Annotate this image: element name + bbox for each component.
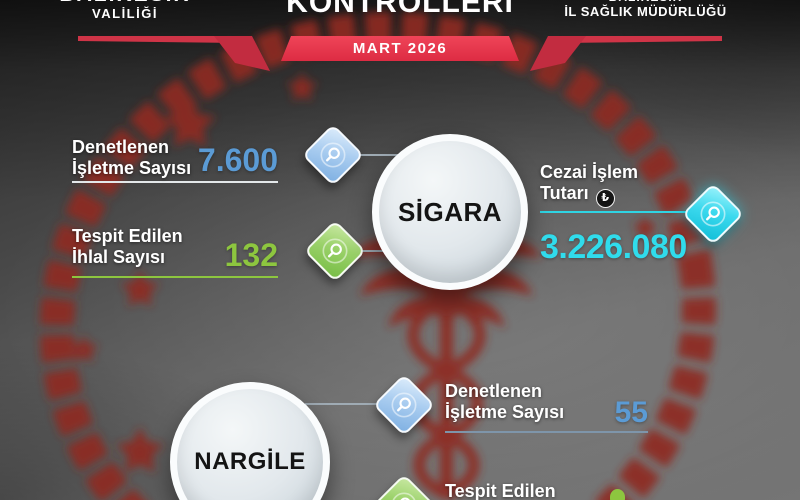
- header-left: BALIKESİR VALİLİĞİ: [40, 0, 210, 21]
- header-right: BALIKESİR İL SAĞLIK MÜDÜRLÜĞÜ: [558, 0, 733, 19]
- nargile-inspected-underline: [445, 431, 648, 433]
- sigara-violations-label: Tespit Edilen İhlal Sayısı: [72, 226, 183, 267]
- search-icon: [301, 123, 365, 187]
- search-icon: [681, 182, 745, 246]
- sigara-penalty-value: 3.226.080: [540, 228, 687, 266]
- search-icon: [372, 473, 436, 500]
- nargile-inspected-label: Denetlenen İşletme Sayısı: [445, 381, 565, 422]
- sigara-violations-underline: [72, 276, 278, 278]
- nargile-title: NARGİLE: [194, 448, 306, 475]
- sigara-inspected-value: 7.600: [197, 142, 278, 178]
- sigara-circle: SİGARA: [372, 134, 528, 290]
- page-title: KONTROLLERİ: [286, 0, 514, 19]
- nargile-circle: NARGİLE: [170, 382, 330, 500]
- sigara-title: SİGARA: [397, 196, 503, 227]
- sigara-penalty-label: Cezai İşlem Tutarı ₺: [540, 162, 638, 208]
- search-icon: [372, 373, 436, 437]
- month-banner: MART 2026: [281, 36, 519, 61]
- nargile-violations-value-cropped: [610, 489, 625, 500]
- sigara-violations-value: 132: [224, 237, 278, 273]
- header-right-province: BALIKESİR: [558, 0, 733, 4]
- nargile-inspected-value: 55: [614, 396, 648, 429]
- search-icon: [303, 219, 367, 283]
- sigara-inspected-label: Denetlenen İşletme Sayısı: [72, 137, 192, 178]
- sigara-inspected-underline: [72, 181, 278, 183]
- connector-sigara-penalty: [540, 211, 698, 213]
- turkish-lira-icon: ₺: [595, 189, 615, 208]
- ribbon-wings: [78, 36, 722, 71]
- connector-nargile-inspected: [305, 403, 385, 405]
- connector-sigara-violations: [342, 250, 388, 252]
- header-left-province: BALIKESİR: [40, 0, 210, 6]
- header-left-office: VALİLİĞİ: [92, 6, 158, 21]
- connector-sigara-inspected: [340, 154, 404, 156]
- header-right-office: İL SAĞLIK MÜDÜRLÜĞÜ: [564, 4, 727, 19]
- nargile-violations-label: Tespit Edilen: [445, 481, 556, 500]
